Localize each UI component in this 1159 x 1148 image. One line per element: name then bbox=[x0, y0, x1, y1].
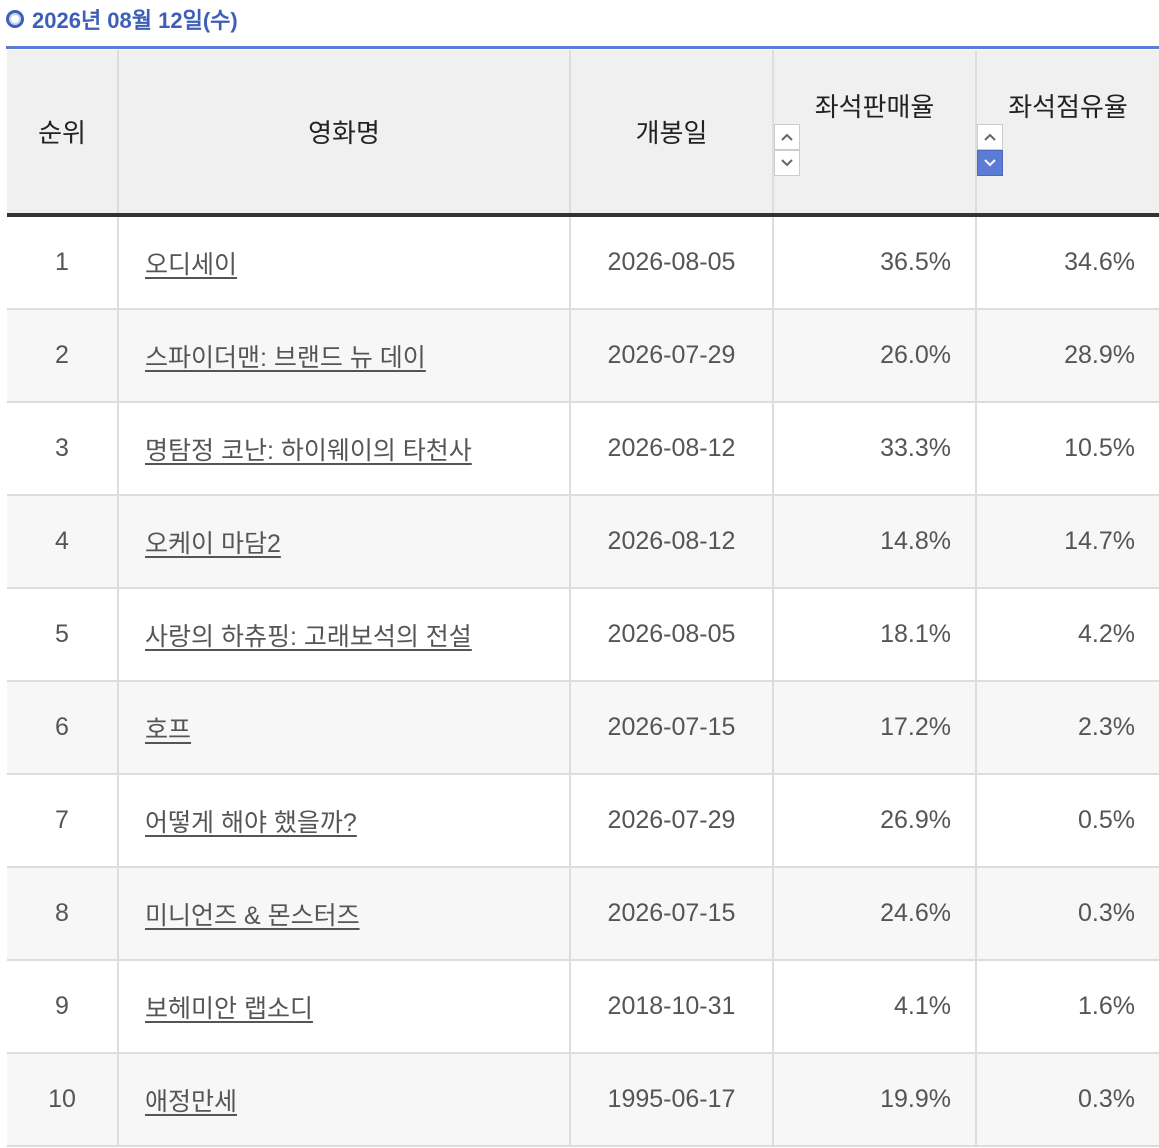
table-row: 4 오케이 마담2 2026-08-12 14.8% 14.7% bbox=[7, 495, 1159, 589]
arrow-icon bbox=[984, 133, 996, 141]
movie-link[interactable]: 명탐정 코난: 하이웨이의 타천사 bbox=[145, 436, 472, 465]
title-cell: 어떻게 해야 했을까? bbox=[117, 774, 570, 868]
movie-link[interactable]: 사랑의 하츄핑: 고래보석의 전설 bbox=[145, 622, 472, 651]
seat-sales-rate-cell: 19.9% bbox=[772, 1053, 976, 1147]
arrow-icon bbox=[984, 159, 996, 167]
table-row: 3 명탐정 코난: 하이웨이의 타천사 2026-08-12 33.3% 10.5% bbox=[7, 402, 1159, 496]
release-date-cell: 2026-08-05 bbox=[569, 215, 773, 310]
ranking-table: 순위 영화명 개봉일 좌석판매율 좌석점유율 1 오디세이 2026-08-05 36.5% 3… bbox=[7, 50, 1159, 1147]
seat-share-cell: 1.6% bbox=[975, 960, 1159, 1054]
column-title: 순위 bbox=[38, 118, 86, 148]
rank-cell: 2 bbox=[7, 309, 118, 403]
seat-sales-rate-cell: 24.6% bbox=[772, 867, 976, 961]
rank-cell: 1 bbox=[7, 215, 118, 310]
title-cell: 호프 bbox=[117, 681, 570, 775]
table-row: 5 사랑의 하츄핑: 고래보석의 전설 2026-08-05 18.1% 4.2% bbox=[7, 588, 1159, 682]
seat-sales-rate-cell: 26.0% bbox=[772, 309, 976, 403]
seat-share-cell: 0.5% bbox=[975, 774, 1159, 868]
rank-cell: 5 bbox=[7, 588, 118, 682]
table-row: 7 어떻게 해야 했을까? 2026-07-29 26.9% 0.5% bbox=[7, 774, 1159, 868]
table-row: 10 애정만세 1995-06-17 19.9% 0.3% bbox=[7, 1053, 1159, 1147]
table-row: 6 호프 2026-07-15 17.2% 2.3% bbox=[7, 681, 1159, 775]
movie-link[interactable]: 어떻게 해야 했을까? bbox=[145, 808, 357, 837]
release-date-cell: 2026-08-12 bbox=[569, 495, 773, 589]
arrow-icon bbox=[781, 159, 793, 167]
seat-share-cell: 10.5% bbox=[975, 402, 1159, 496]
column-title: 영화명 bbox=[308, 118, 380, 148]
rank-cell: 7 bbox=[7, 774, 118, 868]
seat-sales-rate-cell: 26.9% bbox=[772, 774, 976, 868]
table-row: 1 오디세이 2026-08-05 36.5% 34.6% bbox=[7, 215, 1159, 310]
column-header: 좌석판매율 bbox=[772, 50, 976, 217]
sort-controls bbox=[977, 124, 1159, 176]
bullet-icon bbox=[6, 10, 24, 28]
release-date-cell: 2026-08-05 bbox=[569, 588, 773, 682]
release-date-cell: 2026-07-29 bbox=[569, 309, 773, 403]
seat-share-cell: 0.3% bbox=[975, 1053, 1159, 1147]
seat-share-cell: 34.6% bbox=[975, 215, 1159, 310]
title-cell: 스파이더맨: 브랜드 뉴 데이 bbox=[117, 309, 570, 403]
title-cell: 명탐정 코난: 하이웨이의 타천사 bbox=[117, 402, 570, 496]
seat-sales-rate-cell: 4.1% bbox=[772, 960, 976, 1054]
seat-sales-rate-cell: 17.2% bbox=[772, 681, 976, 775]
movie-link[interactable]: 오케이 마담2 bbox=[145, 529, 281, 558]
release-date-cell: 1995-06-17 bbox=[569, 1053, 773, 1147]
date-heading: 2026년 08월 12일(수) bbox=[6, 3, 238, 35]
movie-link[interactable]: 미니언즈 & 몬스터즈 bbox=[145, 901, 360, 930]
top-rule bbox=[6, 46, 1159, 49]
title-cell: 미니언즈 & 몬스터즈 bbox=[117, 867, 570, 961]
sort-desc-button[interactable] bbox=[977, 150, 1003, 176]
seat-sales-rate-cell: 14.8% bbox=[772, 495, 976, 589]
column-header: 영화명 bbox=[117, 50, 570, 217]
sort-controls bbox=[774, 124, 975, 176]
seat-sales-rate-cell: 36.5% bbox=[772, 215, 976, 310]
rank-cell: 6 bbox=[7, 681, 118, 775]
release-date-cell: 2026-07-15 bbox=[569, 867, 773, 961]
rank-cell: 9 bbox=[7, 960, 118, 1054]
rank-cell: 3 bbox=[7, 402, 118, 496]
seat-sales-rate-cell: 33.3% bbox=[772, 402, 976, 496]
seat-share-cell: 4.2% bbox=[975, 588, 1159, 682]
seat-sales-rate-cell: 18.1% bbox=[772, 588, 976, 682]
sort-asc-button[interactable] bbox=[977, 124, 1003, 150]
release-date-cell: 2018-10-31 bbox=[569, 960, 773, 1054]
rank-cell: 4 bbox=[7, 495, 118, 589]
title-cell: 오디세이 bbox=[117, 215, 570, 310]
column-title: 개봉일 bbox=[635, 118, 708, 148]
table-row: 2 스파이더맨: 브랜드 뉴 데이 2026-07-29 26.0% 28.9% bbox=[7, 309, 1159, 403]
movie-link[interactable]: 보헤미안 랩소디 bbox=[145, 994, 313, 1023]
release-date-cell: 2026-07-15 bbox=[569, 681, 773, 775]
rank-cell: 10 bbox=[7, 1053, 118, 1147]
title-cell: 사랑의 하츄핑: 고래보석의 전설 bbox=[117, 588, 570, 682]
movie-link[interactable]: 애정만세 bbox=[145, 1087, 238, 1116]
seat-share-cell: 14.7% bbox=[975, 495, 1159, 589]
table-body: 1 오디세이 2026-08-05 36.5% 34.6% 2 스파이더맨: 브랜드 뉴 데… bbox=[7, 215, 1159, 1147]
movie-link[interactable]: 스파이더맨: 브랜드 뉴 데이 bbox=[145, 343, 426, 372]
release-date-cell: 2026-07-29 bbox=[569, 774, 773, 868]
sort-desc-button[interactable] bbox=[774, 150, 800, 176]
rank-cell: 8 bbox=[7, 867, 118, 961]
sort-asc-button[interactable] bbox=[774, 124, 800, 150]
title-cell: 애정만세 bbox=[117, 1053, 570, 1147]
header-row: 순위 영화명 개봉일 좌석판매율 좌석점유율 bbox=[7, 50, 1159, 217]
column-header: 좌석점유율 bbox=[975, 50, 1159, 217]
title-cell: 보헤미안 랩소디 bbox=[117, 960, 570, 1054]
movie-link[interactable]: 호프 bbox=[145, 715, 192, 744]
column-title: 좌석점유율 bbox=[1008, 92, 1128, 122]
seat-share-cell: 28.9% bbox=[975, 309, 1159, 403]
column-title: 좌석판매율 bbox=[814, 92, 935, 122]
date-title: 2026년 08월 12일(수) bbox=[32, 8, 238, 33]
release-date-cell: 2026-08-12 bbox=[569, 402, 773, 496]
seat-share-cell: 0.3% bbox=[975, 867, 1159, 961]
movie-link[interactable]: 오디세이 bbox=[145, 250, 238, 279]
seat-share-cell: 2.3% bbox=[975, 681, 1159, 775]
table-row: 8 미니언즈 & 몬스터즈 2026-07-15 24.6% 0.3% bbox=[7, 867, 1159, 961]
title-cell: 오케이 마담2 bbox=[117, 495, 570, 589]
column-header: 개봉일 bbox=[569, 50, 773, 217]
arrow-icon bbox=[781, 133, 793, 141]
table-row: 9 보헤미안 랩소디 2018-10-31 4.1% 1.6% bbox=[7, 960, 1159, 1054]
column-header: 순위 bbox=[7, 50, 118, 217]
